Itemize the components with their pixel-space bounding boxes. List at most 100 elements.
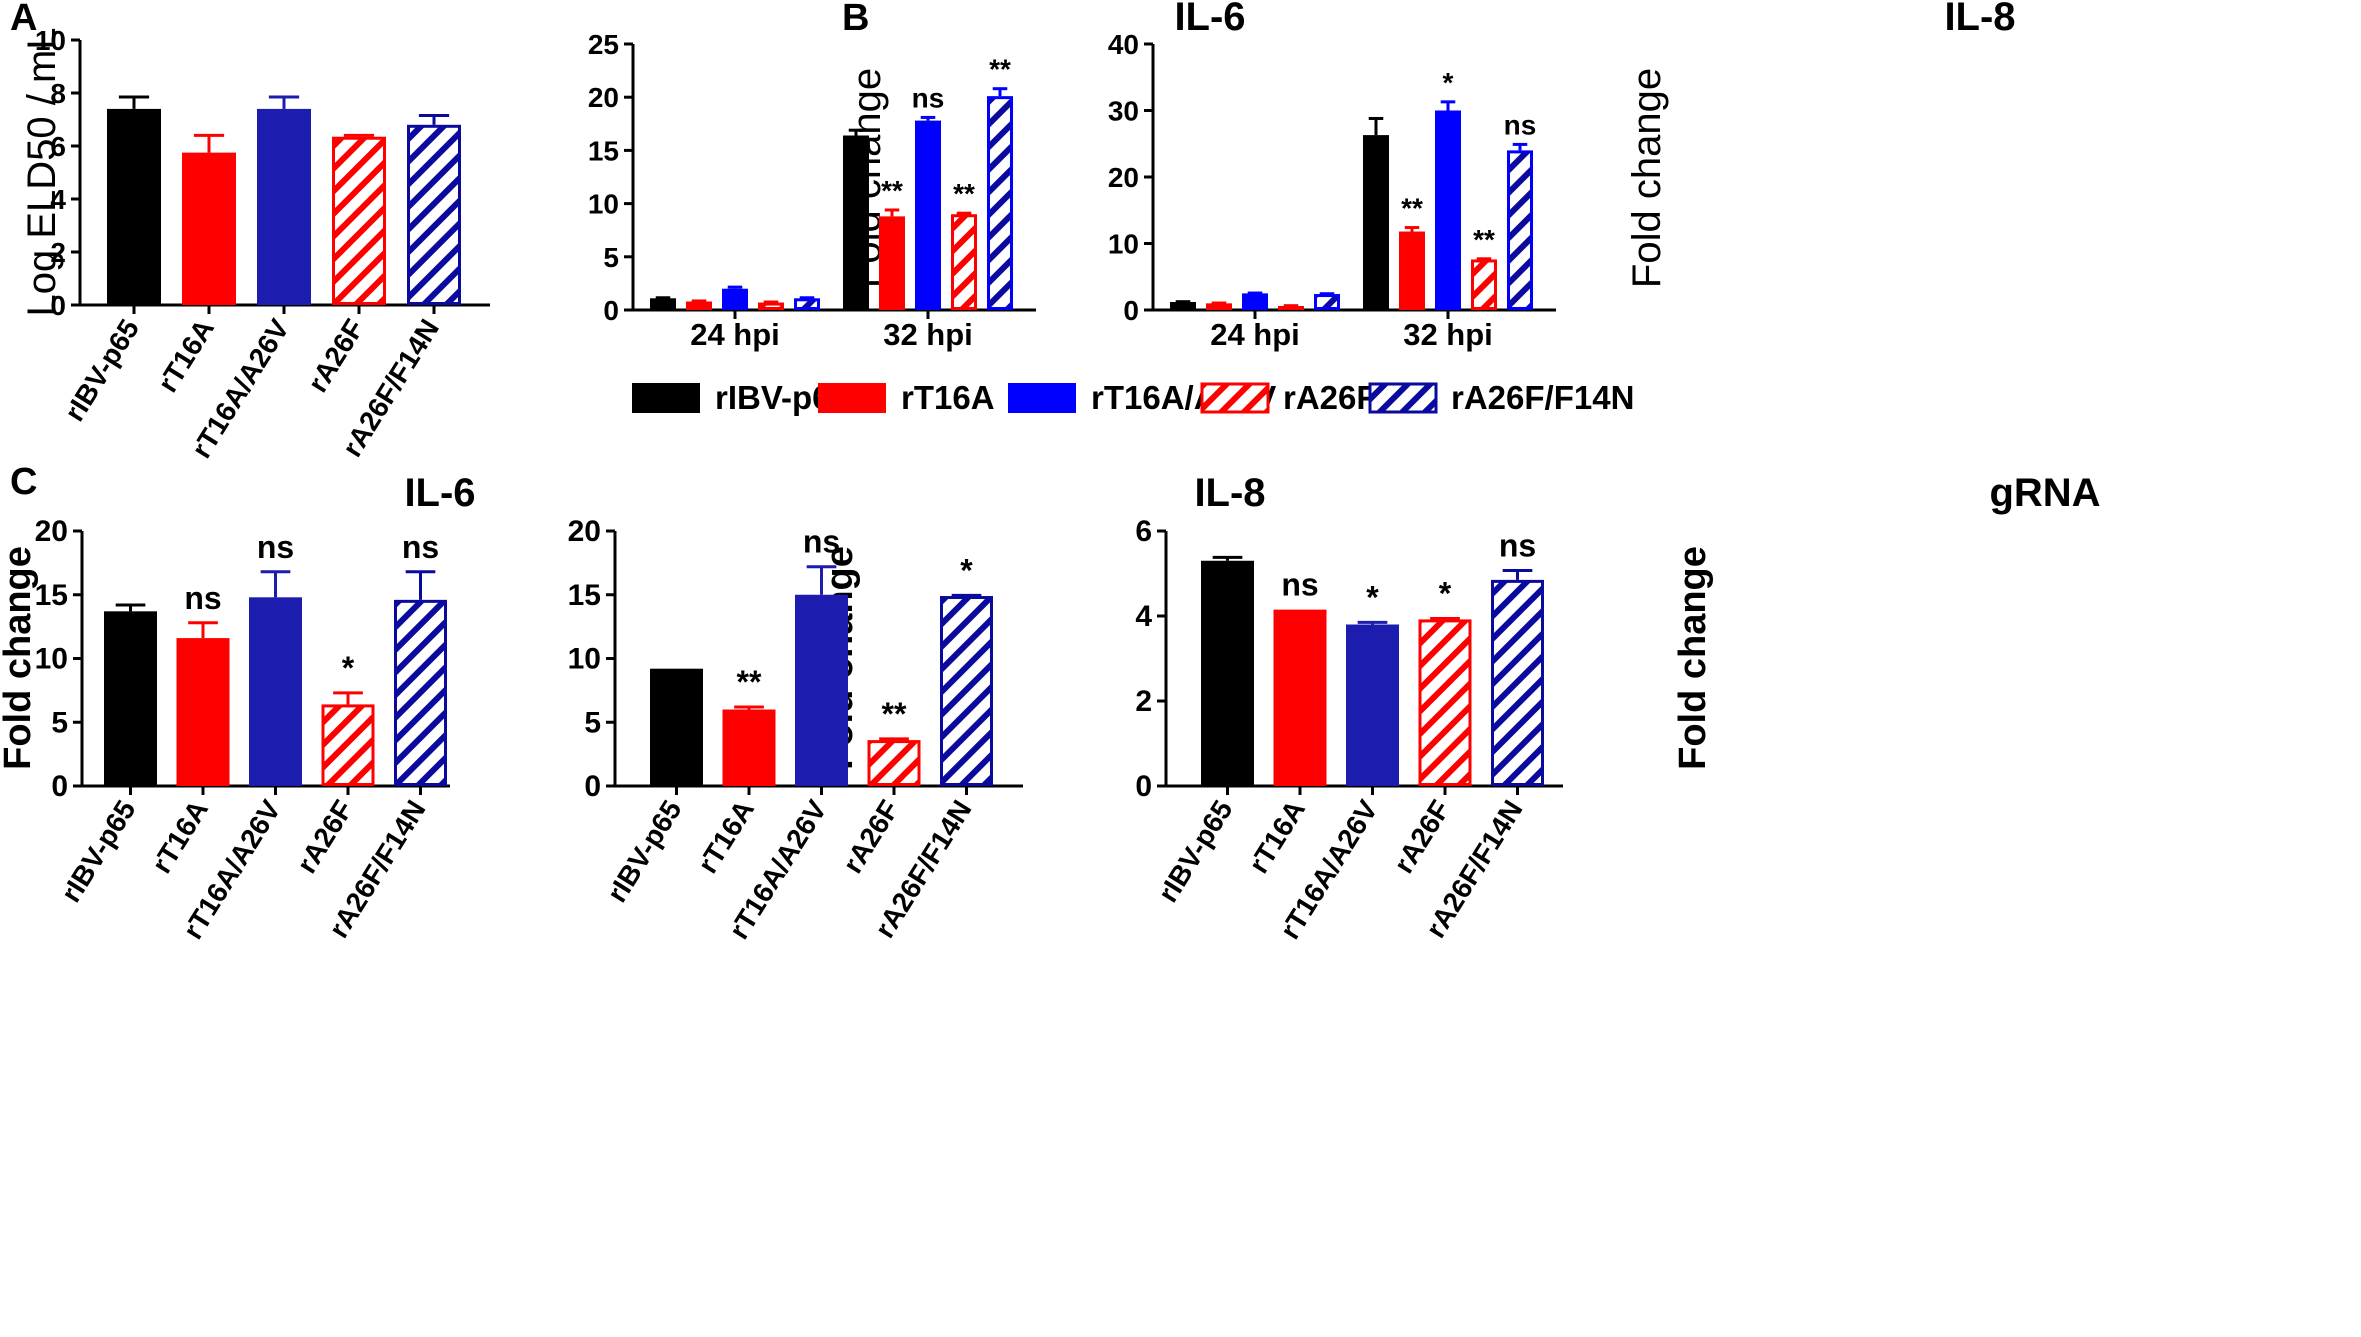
legend-label: rA26F bbox=[1283, 379, 1377, 416]
bar bbox=[1399, 231, 1425, 310]
bar bbox=[1507, 150, 1533, 310]
bar bbox=[940, 596, 993, 787]
x-group-label: 24 hpi bbox=[1210, 317, 1300, 352]
significance-label: * bbox=[1443, 67, 1454, 98]
y-tick-label: 0 bbox=[584, 770, 601, 803]
y-tick-label: 20 bbox=[568, 515, 601, 548]
bar bbox=[104, 611, 157, 786]
legend-item: rIBV-p65 bbox=[632, 379, 849, 416]
bar bbox=[407, 124, 461, 305]
bar bbox=[794, 298, 820, 310]
panel-b2-ylabel: Fold change bbox=[1625, 68, 1669, 288]
x-tick-label: rA26F bbox=[837, 795, 905, 879]
y-tick-label: 6 bbox=[50, 131, 66, 162]
legend-swatch-rIBV-p65 bbox=[632, 383, 700, 413]
panel-b2-title: IL-8 bbox=[1944, 0, 2015, 39]
bar bbox=[686, 301, 712, 310]
legend: rIBV-p65 rT16A rT16A/A26V rA26F rA26F/F1… bbox=[632, 379, 1634, 416]
significance-label: * bbox=[1439, 576, 1452, 612]
x-group-label: 32 hpi bbox=[883, 317, 973, 352]
x-tick-label: rIBV-p65 bbox=[1152, 795, 1238, 908]
panel-c3-title: gRNA bbox=[1989, 471, 2100, 515]
bar bbox=[1418, 619, 1472, 787]
bar bbox=[1363, 135, 1389, 310]
x-tick-label: rA26F bbox=[1388, 795, 1456, 879]
bar bbox=[758, 302, 784, 311]
significance-label: ns bbox=[1281, 567, 1318, 603]
y-tick-label: 5 bbox=[603, 242, 619, 273]
panel-a-ylabel: Log ELD50 / mL bbox=[20, 27, 64, 316]
y-tick-label: 20 bbox=[35, 515, 68, 548]
y-tick-label: 25 bbox=[588, 29, 619, 60]
chart-panel-c-il8: 05101520rIBV-p65**rT16AnsrT16A/A26V**rA2… bbox=[568, 515, 1023, 944]
y-tick-label: 15 bbox=[35, 579, 68, 612]
significance-label: ns bbox=[912, 82, 945, 113]
bar bbox=[107, 108, 161, 306]
significance-label: ns bbox=[257, 529, 294, 565]
y-tick-label: 10 bbox=[1108, 229, 1139, 260]
y-tick-label: 2 bbox=[1135, 685, 1152, 718]
legend-swatch-rA26F-F14N bbox=[1368, 382, 1438, 414]
y-tick-label: 10 bbox=[568, 643, 601, 676]
x-tick-label: rIBV-p65 bbox=[59, 314, 145, 427]
y-tick-label: 8 bbox=[50, 78, 66, 109]
x-tick-label: rIBV-p65 bbox=[55, 795, 141, 908]
significance-label: ** bbox=[1401, 193, 1423, 224]
y-tick-label: 40 bbox=[1108, 29, 1139, 60]
bar bbox=[843, 135, 869, 310]
y-tick-label: 30 bbox=[1108, 96, 1139, 127]
panel-c1-ylabel: Fold change bbox=[0, 546, 39, 770]
panel-c1-title: IL-6 bbox=[404, 471, 475, 515]
y-tick-label: 15 bbox=[568, 579, 601, 612]
panel-letter-b: B bbox=[842, 0, 869, 39]
y-tick-label: 5 bbox=[584, 706, 601, 739]
y-tick-label: 10 bbox=[35, 25, 66, 56]
significance-label: ns bbox=[402, 529, 439, 565]
y-tick-label: 0 bbox=[51, 770, 68, 803]
bar bbox=[176, 638, 230, 786]
bar bbox=[915, 120, 941, 310]
legend-label: rA26F/F14N bbox=[1451, 379, 1634, 416]
x-tick-label: rIBV-p65 bbox=[601, 795, 687, 908]
bar bbox=[1491, 579, 1544, 786]
y-tick-label: 20 bbox=[588, 82, 619, 113]
significance-label: ns bbox=[803, 524, 840, 560]
bar bbox=[1201, 560, 1254, 786]
y-tick-label: 10 bbox=[588, 189, 619, 220]
bar bbox=[1471, 259, 1497, 310]
chart-panel-b-il6: 0 5 10 15 20 25 24 hpi ** ns ** ** 32 hpi bbox=[588, 29, 1036, 352]
y-tick-label: 0 bbox=[50, 290, 66, 321]
panel-letter-a: A bbox=[10, 0, 37, 39]
bar bbox=[1273, 609, 1327, 786]
bar bbox=[332, 136, 386, 305]
x-group-label: 24 hpi bbox=[690, 317, 780, 352]
significance-label: ns bbox=[184, 580, 221, 616]
legend-swatch-rA26F bbox=[1200, 382, 1270, 414]
significance-label: ** bbox=[953, 178, 975, 209]
y-tick-label: 0 bbox=[603, 295, 619, 326]
significance-label: ns bbox=[1504, 109, 1537, 140]
bar bbox=[1278, 306, 1304, 311]
bar bbox=[722, 709, 776, 786]
x-tick-label: rT16A bbox=[1243, 795, 1311, 879]
panel-c3-ylabel: Fold change bbox=[1672, 546, 1714, 770]
significance-label: * bbox=[1366, 579, 1379, 615]
bar bbox=[249, 597, 302, 786]
legend-item: rA26F/F14N bbox=[1368, 379, 1634, 416]
y-tick-label: 0 bbox=[1123, 295, 1139, 326]
legend-swatch-rT16A bbox=[818, 383, 886, 413]
bar bbox=[650, 668, 703, 786]
bar bbox=[321, 704, 375, 787]
y-tick-label: 10 bbox=[35, 643, 68, 676]
legend-swatch-rT16A-A26V bbox=[1008, 383, 1076, 413]
x-tick-label: rT16A bbox=[146, 795, 214, 879]
bar bbox=[1346, 624, 1399, 786]
significance-label: ** bbox=[989, 54, 1011, 85]
bar bbox=[722, 288, 748, 310]
bar bbox=[987, 96, 1013, 310]
bar bbox=[951, 214, 977, 311]
x-tick-label: rT16A bbox=[152, 314, 220, 398]
significance-label: ** bbox=[881, 175, 903, 206]
